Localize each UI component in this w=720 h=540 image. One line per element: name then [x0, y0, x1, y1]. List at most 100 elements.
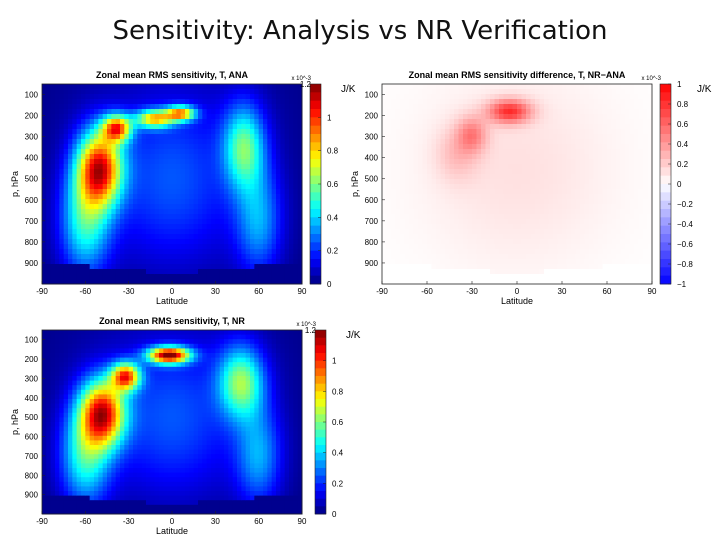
heatmap-cell: [616, 259, 621, 265]
heatmap-cell: [517, 179, 522, 185]
heatmap-cell: [481, 144, 486, 150]
heatmap-cell: [490, 219, 495, 225]
heatmap-cell: [241, 154, 247, 160]
heatmap-cell: [512, 274, 518, 280]
heatmap-cell: [271, 154, 277, 160]
heatmap-cell: [267, 124, 273, 130]
heatmap-cell: [431, 259, 437, 265]
heatmap-cell: [503, 129, 509, 135]
heatmap-cell: [404, 169, 410, 175]
heatmap-cell: [530, 214, 536, 220]
heatmap-cell: [458, 84, 464, 90]
heatmap-cell: [280, 264, 286, 270]
heatmap-cell: [42, 330, 47, 336]
heatmap-cell: [284, 139, 290, 145]
heatmap-cell: [258, 279, 264, 285]
heatmap-cell: [85, 244, 91, 250]
heatmap-cell: [176, 189, 182, 195]
heatmap-cell: [643, 119, 648, 125]
heatmap-cell: [458, 124, 464, 130]
heatmap-cell: [616, 164, 621, 170]
heatmap-cell: [215, 234, 221, 240]
heatmap-cell: [89, 94, 95, 100]
heatmap-cell: [202, 229, 208, 235]
heatmap-cell: [46, 159, 52, 165]
heatmap-cell: [544, 189, 549, 195]
heatmap-cell: [172, 254, 177, 260]
heatmap-cell: [562, 219, 567, 225]
heatmap-cell: [638, 124, 644, 130]
y-tick-label: 900: [25, 259, 39, 268]
heatmap-cell: [521, 264, 527, 270]
heatmap-cell: [159, 234, 164, 240]
heatmap-cell: [611, 269, 617, 275]
heatmap-cell: [638, 119, 644, 125]
heatmap-cell: [589, 119, 594, 125]
heatmap-cell: [250, 249, 255, 255]
heatmap-cell: [76, 264, 82, 270]
heatmap-cell: [593, 214, 599, 220]
heatmap-cell: [382, 129, 387, 135]
heatmap-cell: [643, 224, 648, 230]
heatmap-cell: [81, 114, 86, 120]
heatmap-cell: [193, 244, 199, 250]
heatmap-cell: [289, 169, 294, 175]
heatmap-cell: [625, 239, 630, 245]
heatmap-cell: [189, 104, 195, 110]
heatmap-cell: [250, 174, 255, 180]
heatmap-cell: [297, 149, 303, 155]
heatmap-cell: [526, 119, 531, 125]
heatmap-cell: [163, 249, 169, 255]
heatmap-cell: [94, 194, 99, 200]
heatmap-cell: [189, 234, 195, 240]
heatmap-cell: [611, 184, 617, 190]
heatmap-cell: [647, 159, 653, 165]
heatmap-cell: [634, 169, 639, 175]
heatmap-cell: [63, 279, 69, 285]
heatmap-cell: [263, 199, 268, 205]
heatmap-cell: [557, 119, 563, 125]
heatmap-cell: [413, 274, 419, 280]
heatmap-cell: [409, 199, 414, 205]
heatmap-cell: [638, 254, 644, 260]
heatmap-cell: [539, 229, 545, 235]
heatmap-cell: [386, 164, 392, 170]
heatmap-cell: [526, 239, 531, 245]
heatmap-cell: [72, 144, 78, 150]
heatmap-cell: [72, 194, 78, 200]
heatmap-cell: [625, 214, 630, 220]
heatmap-cell: [276, 219, 281, 225]
heatmap-cell: [85, 269, 91, 275]
heatmap-cell: [107, 189, 112, 195]
heatmap-cell: [133, 149, 138, 155]
heatmap-cell: [120, 129, 125, 135]
heatmap-cell: [263, 169, 268, 175]
heatmap-cell: [472, 224, 477, 230]
y-tick-label: 100: [365, 91, 379, 100]
heatmap-cell: [50, 184, 56, 190]
heatmap-cell: [454, 199, 459, 205]
heatmap-cell: [490, 204, 495, 210]
heatmap-cell: [98, 109, 104, 115]
heatmap-cell: [427, 109, 432, 115]
heatmap-cell: [400, 214, 405, 220]
heatmap-cell: [616, 114, 621, 120]
heatmap-cell: [539, 129, 545, 135]
heatmap-cell: [128, 149, 134, 155]
heatmap-cell: [638, 89, 644, 95]
heatmap-cell: [241, 194, 247, 200]
heatmap-cell: [647, 239, 653, 245]
heatmap-cell: [427, 89, 432, 95]
heatmap-cell: [530, 159, 536, 165]
heatmap-cell: [508, 259, 513, 265]
heatmap-cell: [593, 109, 599, 115]
heatmap-cell: [185, 189, 190, 195]
heatmap-cell: [280, 104, 286, 110]
heatmap-cell: [544, 134, 549, 140]
heatmap-cell: [89, 274, 95, 280]
y-tick-label: 500: [365, 175, 379, 184]
heatmap-cell: [176, 269, 182, 275]
colorbar-segment: [660, 175, 671, 185]
heatmap-cell: [575, 144, 581, 150]
heatmap-cell: [409, 139, 414, 145]
